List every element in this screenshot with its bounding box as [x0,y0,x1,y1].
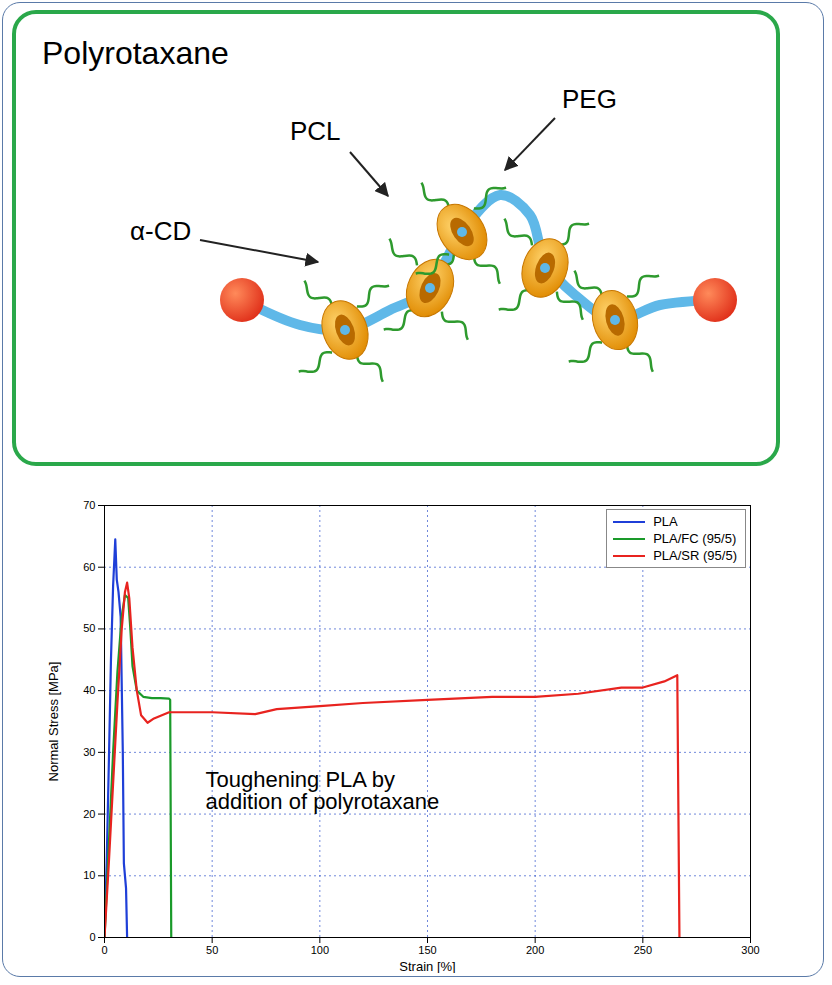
svg-text:50: 50 [206,944,218,956]
svg-text:PCL: PCL [290,116,341,146]
svg-text:Polyrotaxane: Polyrotaxane [42,35,229,71]
html-text:PLA: PLA [653,514,678,529]
svg-text:0: 0 [89,931,95,943]
svg-text:Strain [%]: Strain [%] [399,959,455,974]
svg-text:50: 50 [83,622,95,634]
svg-text:150: 150 [418,944,436,956]
svg-text:20: 20 [83,808,95,820]
svg-text:α-CD: α-CD [130,216,191,246]
svg-text:30: 30 [83,746,95,758]
svg-text:60: 60 [83,561,95,573]
svg-text:10: 10 [83,869,95,881]
html-text:PLA/FC (95/5): PLA/FC (95/5) [653,531,737,546]
svg-text:Toughening PLA byaddition of p: Toughening PLA byaddition of polyrotaxan… [206,767,440,814]
svg-text:300: 300 [741,944,759,956]
svg-text:0: 0 [101,944,107,956]
svg-text:PEG: PEG [562,84,617,114]
svg-text:40: 40 [83,684,95,696]
svg-text:Normal Stress [MPa]: Normal Stress [MPa] [46,662,61,782]
svg-text:70: 70 [83,499,95,511]
html-text:PLA/SR (95/5): PLA/SR (95/5) [653,548,737,563]
svg-text:200: 200 [526,944,544,956]
svg-text:250: 250 [634,944,652,956]
svg-text:100: 100 [311,944,329,956]
